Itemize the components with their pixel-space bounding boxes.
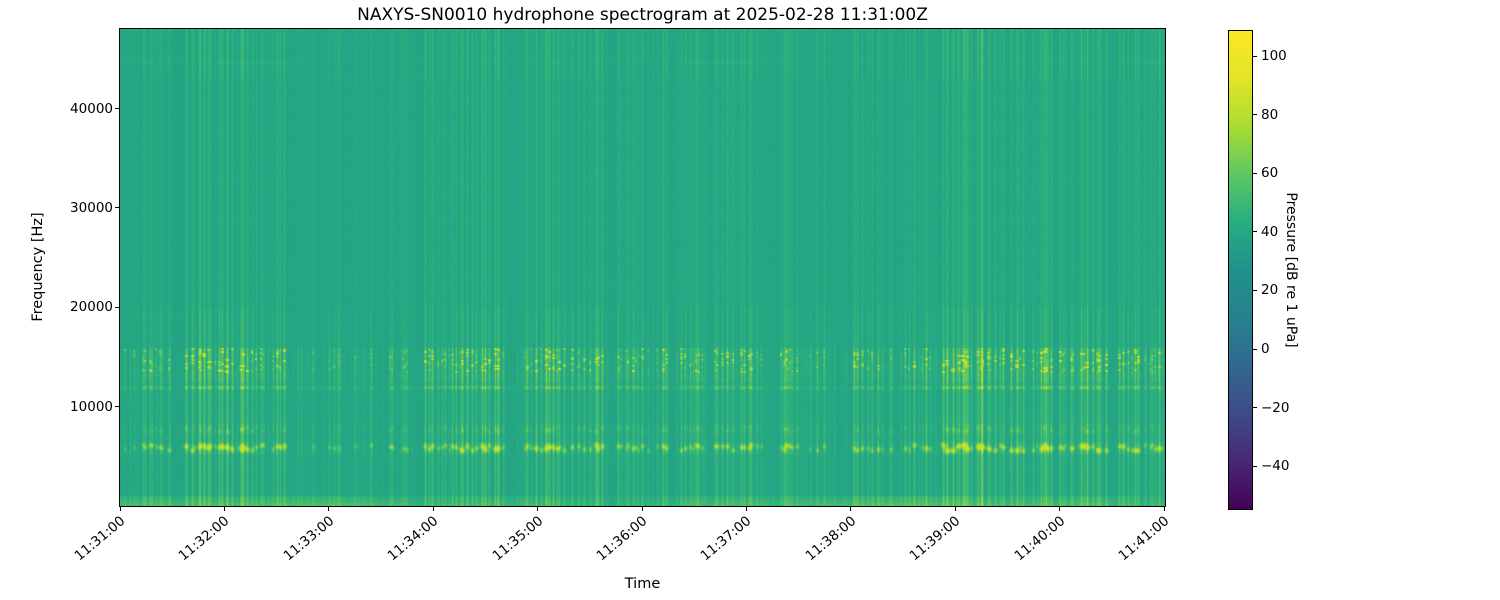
y-tick-mark	[115, 207, 119, 209]
colorbar-tick-mark	[1253, 231, 1257, 233]
x-tick-mark	[119, 507, 121, 511]
x-tick-mark	[537, 507, 539, 511]
x-tick-mark	[1163, 507, 1165, 511]
x-tick-mark	[954, 507, 956, 511]
colorbar-tick-label: 0	[1261, 341, 1270, 358]
colorbar-tick-mark	[1253, 407, 1257, 409]
colorbar-tick-mark	[1253, 172, 1257, 174]
x-tick-mark	[850, 507, 852, 511]
x-tick-mark	[641, 507, 643, 511]
chart-title: NAXYS-SN0010 hydrophone spectrogram at 2…	[357, 5, 928, 25]
colorbar-tick-mark	[1253, 55, 1257, 57]
plot-area	[119, 28, 1166, 507]
colorbar-tick-mark	[1253, 114, 1257, 116]
colorbar-tick-mark	[1253, 289, 1257, 291]
y-tick-label: 30000	[70, 199, 113, 216]
y-tick-mark	[115, 108, 119, 109]
x-tick-mark	[328, 507, 330, 511]
x-tick-label: 11:31:00	[71, 513, 129, 565]
colorbar-tick-mark	[1253, 348, 1257, 350]
y-tick-label: 10000	[70, 398, 113, 415]
x-axis-label: Time	[624, 576, 661, 592]
x-tick-mark	[745, 507, 747, 511]
colorbar-tick-label: −40	[1261, 458, 1290, 475]
colorbar	[1228, 30, 1253, 510]
x-tick-mark	[432, 507, 434, 511]
y-tick-label: 20000	[70, 299, 113, 316]
colorbar-tick-mark	[1253, 465, 1257, 467]
y-axis-label: Frequency [Hz]	[30, 212, 46, 322]
colorbar-label: Pressure [dB re 1 uPa]	[1283, 192, 1299, 348]
colorbar-tick-label: 80	[1261, 106, 1279, 123]
colorbar-tick-label: 40	[1261, 223, 1279, 240]
x-tick-mark	[1059, 507, 1061, 511]
colorbar-tick-label: 20	[1261, 282, 1279, 299]
x-tick-mark	[223, 507, 225, 511]
colorbar-tick-label: −20	[1261, 399, 1290, 416]
y-tick-mark	[115, 306, 119, 308]
spectrogram-heatmap	[120, 29, 1165, 506]
y-tick-label: 40000	[70, 100, 113, 117]
colorbar-tick-label: 60	[1261, 165, 1279, 182]
y-tick-mark	[115, 406, 119, 408]
colorbar-tick-label: 100	[1261, 48, 1287, 65]
